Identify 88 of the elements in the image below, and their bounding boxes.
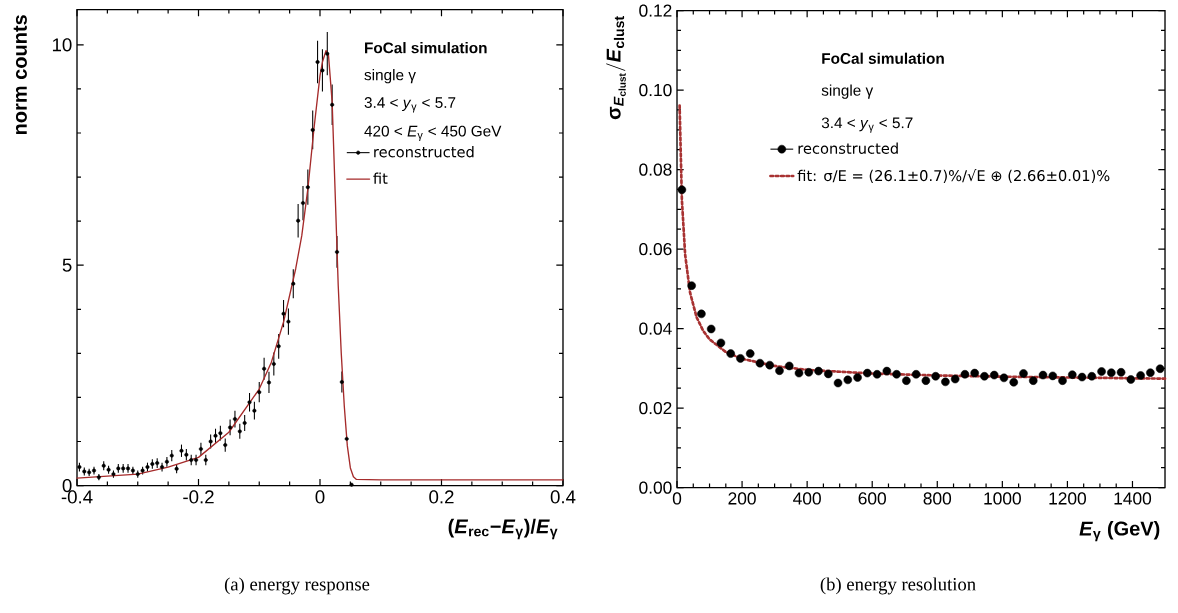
point — [911, 370, 921, 379]
point — [872, 370, 882, 379]
point — [765, 361, 774, 370]
point — [1155, 364, 1165, 374]
point — [950, 374, 960, 384]
y-tick-label: 0.02 — [639, 402, 672, 415]
point — [824, 369, 833, 379]
point — [902, 376, 911, 386]
point — [892, 370, 901, 379]
legend-label: reconstructed — [374, 146, 474, 158]
point — [697, 309, 706, 319]
point — [677, 185, 687, 195]
x-tick-label: 0.4 — [550, 490, 576, 504]
point — [687, 281, 696, 291]
point — [1009, 378, 1018, 387]
point — [716, 338, 726, 348]
point — [843, 375, 853, 385]
point — [960, 370, 970, 379]
x-tick-label: 0 — [672, 492, 682, 505]
point — [921, 376, 931, 386]
point — [999, 373, 1009, 383]
point — [1146, 368, 1155, 378]
y-tick-label: 0.10 — [639, 84, 672, 97]
annotation: 420 < E$_{γ}$ < 450 GeV — [364, 125, 502, 142]
x-tick-label: 0.2 — [429, 490, 454, 504]
y-axis-title: norm counts — [13, 15, 27, 135]
point — [794, 369, 804, 378]
legend-label: reconstructed — [798, 142, 898, 155]
annotation: 3.4 < y$_{γ}$ < 5.7 — [821, 117, 913, 133]
y-tick-label: 0.00 — [639, 481, 672, 494]
x-tick-label: -0.2 — [183, 490, 214, 504]
x-tick-label: 200 — [728, 492, 756, 505]
point — [1087, 372, 1097, 381]
point — [941, 377, 950, 387]
y-axis-title: $\text{σ}_{\text{\textit{E}}_{\text{clust}}}/\text{\textit{E}}_{\text{clust}}$ — [606, 16, 626, 120]
point — [1019, 369, 1028, 378]
y-tick-label: 0.04 — [639, 322, 672, 335]
point — [1126, 375, 1136, 384]
point — [989, 371, 999, 380]
point — [1048, 371, 1058, 381]
x-tick-label: 1000 — [984, 492, 1021, 505]
annotation: single γ — [364, 69, 416, 84]
point — [1038, 371, 1048, 380]
point — [1097, 367, 1106, 376]
point — [1116, 368, 1126, 377]
point — [863, 369, 872, 378]
point — [736, 354, 745, 363]
text: (b) energy resolution — [820, 577, 976, 595]
x-tick-label: 0 — [315, 490, 325, 504]
x-axis-title: E$_{γ}$ (GeV) — [1079, 521, 1160, 542]
annotation: single γ — [821, 84, 874, 100]
y-tick-label: 0.12 — [639, 4, 672, 17]
point — [1136, 371, 1145, 380]
text: (E$_{rec}$−E$_{γ}$)/E$_{γ}$ — [448, 519, 558, 540]
point — [1077, 373, 1087, 382]
point — [1107, 368, 1116, 378]
annotation: 3.4 < y$_{γ}$ < 5.7 — [364, 97, 456, 113]
point — [931, 372, 940, 381]
point — [1068, 370, 1077, 380]
x-tick-label: 400 — [793, 492, 821, 505]
x-tick-label: 1400 — [1114, 492, 1152, 505]
point — [1058, 376, 1067, 386]
y-tick-label: 5 — [62, 258, 72, 272]
x-tick-label: 1200 — [1049, 492, 1087, 505]
legend-label: fit — [373, 172, 388, 184]
point — [833, 378, 843, 388]
legend-label: fit: σ/E = (26.1±0.7)%/√E ⊕ (2.66±0.01)% — [797, 169, 1110, 184]
y-tick-label: 10 — [52, 38, 72, 52]
point — [814, 367, 823, 376]
x-tick-label: 600 — [858, 492, 886, 505]
point — [755, 359, 765, 368]
point — [706, 324, 716, 334]
point — [970, 369, 979, 378]
point — [853, 373, 862, 382]
point — [784, 361, 794, 371]
point — [745, 349, 755, 359]
y-tick-label: 0.06 — [639, 243, 672, 256]
point — [1028, 376, 1038, 386]
point — [726, 349, 735, 359]
point — [804, 368, 814, 377]
point — [775, 366, 784, 376]
annotation: FoCal simulation — [365, 42, 487, 54]
point — [980, 372, 989, 381]
annotation: FoCal simulation — [822, 52, 944, 65]
text: (a) energy response — [224, 577, 370, 595]
point — [882, 367, 892, 376]
x-tick-label: 800 — [923, 492, 952, 505]
y-tick-label: 0.08 — [639, 163, 672, 176]
